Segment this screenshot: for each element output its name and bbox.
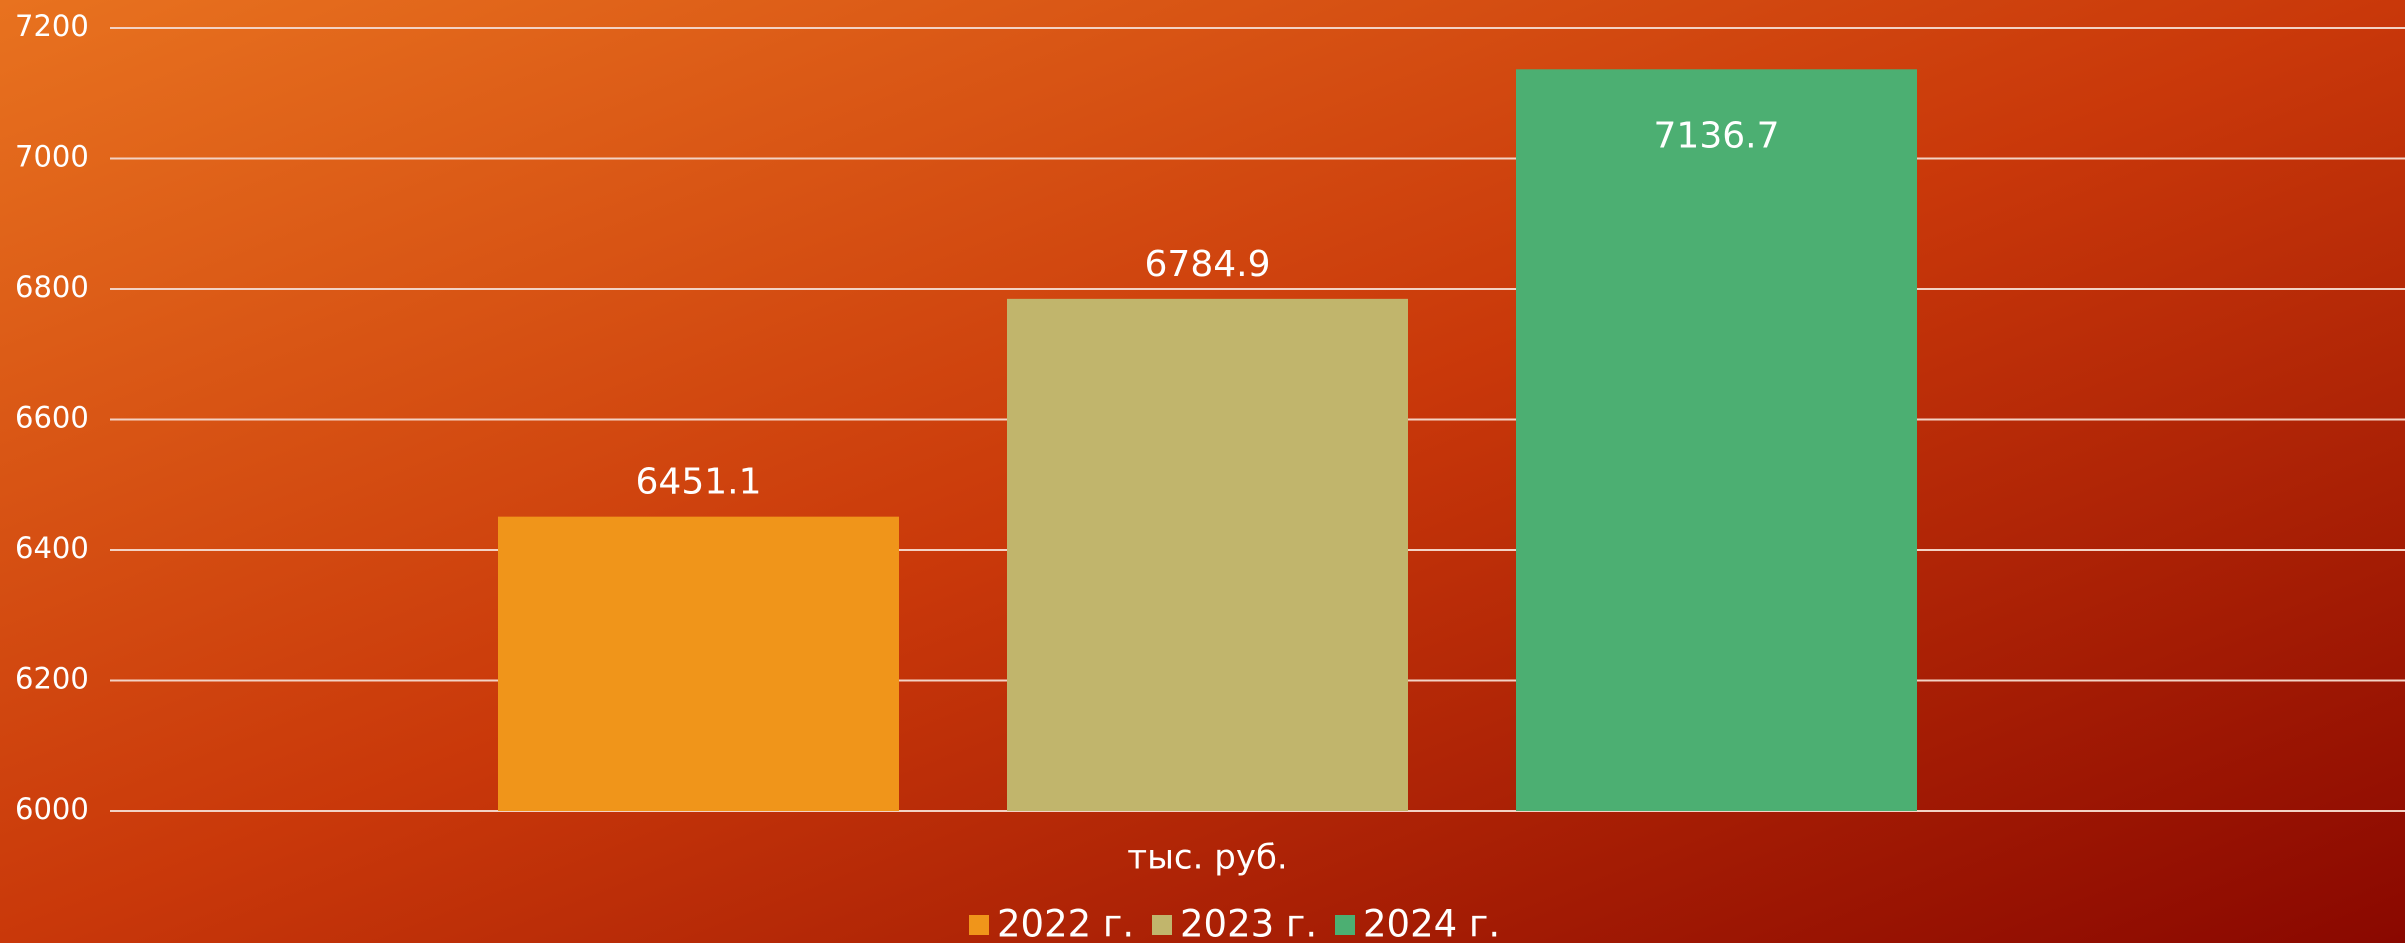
legend-swatch <box>1152 915 1172 935</box>
legend-label: 2023 г. <box>1180 903 1317 943</box>
y-tick-label: 6000 <box>15 792 89 826</box>
x-tick-label: тыс. руб. <box>1127 838 1287 878</box>
y-tick-label: 6600 <box>15 401 89 435</box>
legend-swatch <box>1335 915 1355 935</box>
legend-swatch <box>969 915 989 935</box>
bar <box>1516 69 1917 812</box>
y-tick-label: 7200 <box>15 9 89 43</box>
y-tick-label: 6200 <box>15 662 89 696</box>
data-label: 7136.7 <box>1654 115 1780 156</box>
legend-label: 2024 г. <box>1363 903 1500 943</box>
bar <box>498 516 899 811</box>
data-label: 6451.1 <box>636 462 762 503</box>
legend-label: 2022 г. <box>997 903 1134 943</box>
y-tick-label: 7000 <box>15 140 89 174</box>
bar <box>1007 298 1408 811</box>
data-label: 6784.9 <box>1145 244 1271 285</box>
y-tick-label: 6400 <box>15 531 89 565</box>
y-tick-label: 6800 <box>15 270 89 304</box>
